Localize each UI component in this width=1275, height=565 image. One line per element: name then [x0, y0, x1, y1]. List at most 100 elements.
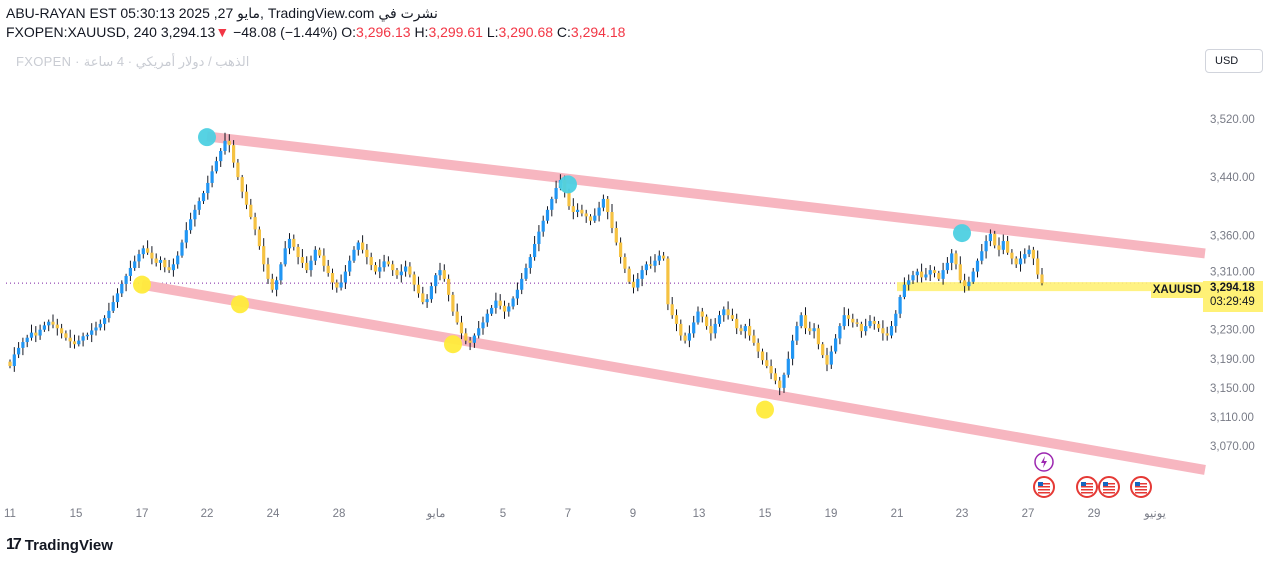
us-flag-stripe [1081, 492, 1093, 494]
candle-body [305, 262, 309, 271]
candle-body [115, 293, 120, 303]
candle-body [662, 255, 666, 259]
us-flag-stripe [1038, 483, 1050, 485]
us-flag-stripe [1103, 486, 1115, 488]
candle-body [206, 182, 210, 194]
x-tick-label: 9 [630, 508, 636, 520]
x-tick-label: 22 [201, 508, 214, 520]
candle-body [773, 373, 777, 381]
touch-point-bottom [133, 275, 151, 294]
candle-body [533, 243, 537, 258]
candle-body [339, 282, 343, 288]
candle-body [911, 275, 915, 281]
candle-body [507, 306, 511, 312]
candle-body [511, 298, 515, 307]
candle-body [765, 360, 769, 367]
candle-body [429, 286, 433, 300]
symbol-watermark: FXOPEN · الذهب / دولار أمريكي · 4 ساعة [16, 54, 250, 69]
candle-body [829, 351, 833, 365]
tradingview-logo-icon: 17 [6, 536, 22, 553]
x-tick-label: 17 [136, 508, 149, 520]
us-flag-canton [1081, 482, 1086, 486]
publish-line: ABU-RAYAN EST 05:30:13 2025 ,27 مايو, Tr… [6, 5, 438, 21]
candle-body [791, 340, 795, 359]
candle-body [550, 198, 554, 210]
candle-body [795, 326, 799, 341]
us-flag-stripe [1135, 492, 1147, 494]
candle-body [42, 325, 46, 330]
candle-body [490, 307, 494, 314]
candle-body [361, 242, 365, 250]
candle-body [537, 231, 541, 244]
candle-body [1014, 258, 1018, 265]
touch-point-bottom [444, 335, 462, 354]
candle-body [1027, 249, 1031, 255]
candle-body [825, 355, 829, 365]
candle-body [945, 262, 949, 271]
candle-body [416, 284, 421, 294]
candle-body [545, 209, 550, 221]
candle-body [464, 333, 468, 341]
candle-body [1010, 252, 1014, 259]
candle-body [287, 238, 292, 249]
candle-body [391, 264, 395, 271]
candle-body [176, 255, 180, 265]
y-tick-label: 3,110.00 [1210, 412, 1254, 424]
candle-body [1036, 258, 1040, 275]
candle-body [799, 315, 803, 327]
candle-body [309, 260, 313, 271]
x-tick-label: 24 [267, 508, 280, 520]
candle-body [494, 300, 498, 308]
currency-button[interactable]: USD [1205, 49, 1263, 73]
candle-body [649, 264, 653, 266]
tradingview-logo[interactable]: 17 TradingView [6, 536, 113, 554]
candle-body [889, 326, 894, 336]
chart-header: ABU-RAYAN EST 05:30:13 2025 ,27 مايو, Tr… [6, 4, 625, 42]
candle-body [141, 248, 145, 255]
candle-body [735, 318, 739, 329]
candle-body [154, 258, 158, 263]
candle-body [601, 198, 605, 208]
candle-body [580, 209, 584, 214]
candle-body [593, 215, 597, 221]
candle-body [404, 266, 408, 272]
us-flag-canton [1135, 482, 1140, 486]
candle-body [623, 257, 627, 269]
candle-body [438, 270, 442, 276]
candle-body [954, 253, 958, 265]
economic-events[interactable] [1033, 452, 1152, 498]
candle-body [459, 322, 464, 334]
candle-body [17, 347, 21, 355]
us-flag-canton [1103, 482, 1108, 486]
low-label: L: [486, 24, 499, 40]
candle-body [984, 241, 988, 252]
us-flag-stripe [1038, 486, 1050, 488]
candle-body [472, 335, 476, 343]
candle-body [64, 333, 68, 338]
symbol-tag: XAUUSD [1151, 283, 1203, 298]
x-tick-label: 28 [333, 508, 346, 520]
last-price-tag: 3,294.18 03:29:49 [1203, 281, 1263, 312]
candle-body [322, 255, 326, 266]
candle-body [786, 358, 790, 375]
us-flag-stripe [1103, 483, 1115, 485]
candle-body [77, 340, 81, 345]
candle-body [554, 188, 558, 199]
candle-body [657, 255, 661, 261]
candle-body [752, 335, 756, 343]
low-value: 3,290.68 [498, 24, 554, 40]
candle-body [146, 248, 150, 253]
candle-body [971, 271, 975, 282]
candle-body [180, 242, 184, 256]
candle-body [967, 281, 971, 287]
candle-body [34, 332, 38, 336]
candle-body [739, 328, 743, 332]
touch-point-top [559, 175, 577, 194]
candle-body [408, 266, 412, 275]
candle-body [907, 280, 911, 285]
candle-body [571, 206, 575, 213]
candle-body [477, 328, 481, 336]
candle-body [412, 274, 416, 285]
candle-body [232, 145, 236, 163]
